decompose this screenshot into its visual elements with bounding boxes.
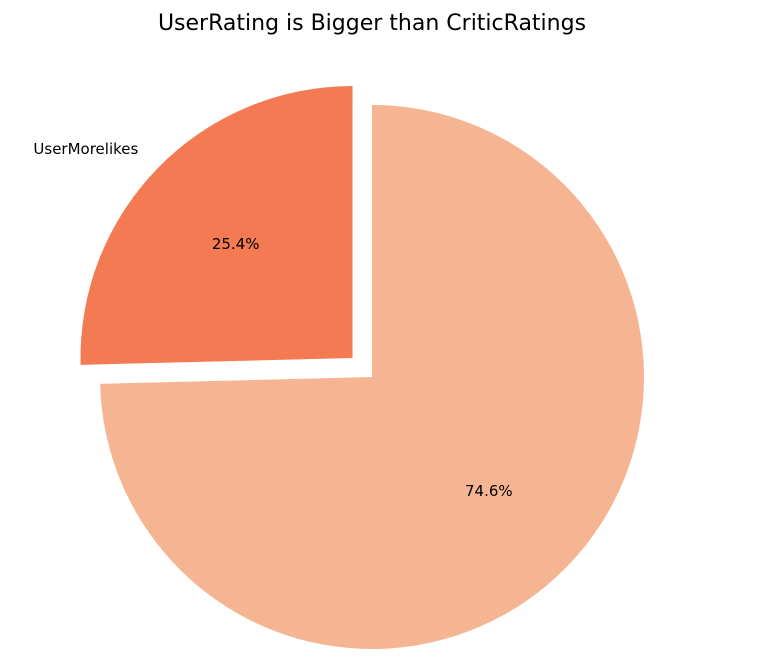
pie-category-label: UserMorelikes bbox=[33, 140, 138, 158]
chart-title: UserRating is Bigger than CriticRatings bbox=[158, 11, 586, 36]
pie-percent-label: 74.6% bbox=[465, 482, 513, 500]
pie-labels: 25.4% UserMorelikes 74.6% bbox=[33, 140, 512, 500]
pie-slices bbox=[80, 86, 644, 649]
pie-percent-label: 25.4% bbox=[212, 235, 260, 253]
pie-slice-slice-2 bbox=[100, 105, 644, 649]
pie-slice-usermorelikes bbox=[80, 86, 353, 365]
